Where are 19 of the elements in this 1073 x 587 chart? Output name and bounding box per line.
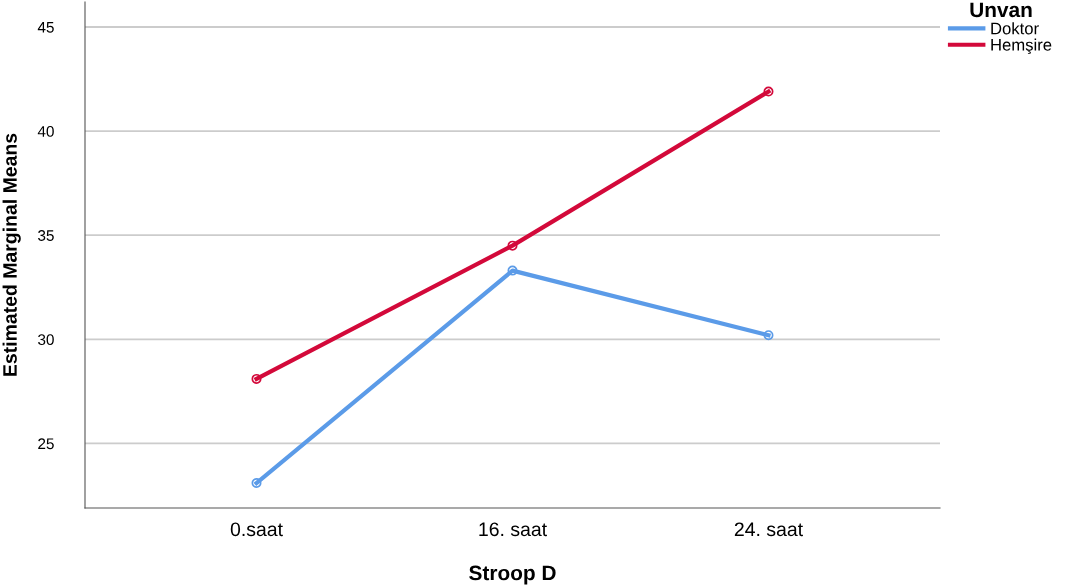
point	[763, 330, 774, 341]
legend-title: Unvan	[970, 2, 1032, 18]
point	[507, 265, 518, 276]
y-tick-label: 25	[38, 438, 54, 450]
y-tick-label: 35	[38, 230, 54, 241]
point	[507, 240, 518, 251]
x-tick-label: 24. saat	[734, 522, 803, 537]
legend-label: Doktor	[991, 22, 1039, 35]
x-axis-title: Stroop D	[469, 565, 556, 585]
x-tick-label: 16. saat	[479, 522, 547, 537]
y-tick-label: 45	[37, 22, 54, 33]
y-tick-label: 40	[37, 125, 54, 137]
y-tick-label: 30	[38, 334, 54, 346]
point	[763, 86, 774, 97]
point	[251, 478, 262, 489]
x-tick-label: 0.saat	[230, 522, 283, 537]
legend-label: Hemşire	[991, 38, 1052, 55]
y-axis-title: Estimated Marginal Means	[2, 133, 21, 376]
point	[251, 373, 262, 384]
